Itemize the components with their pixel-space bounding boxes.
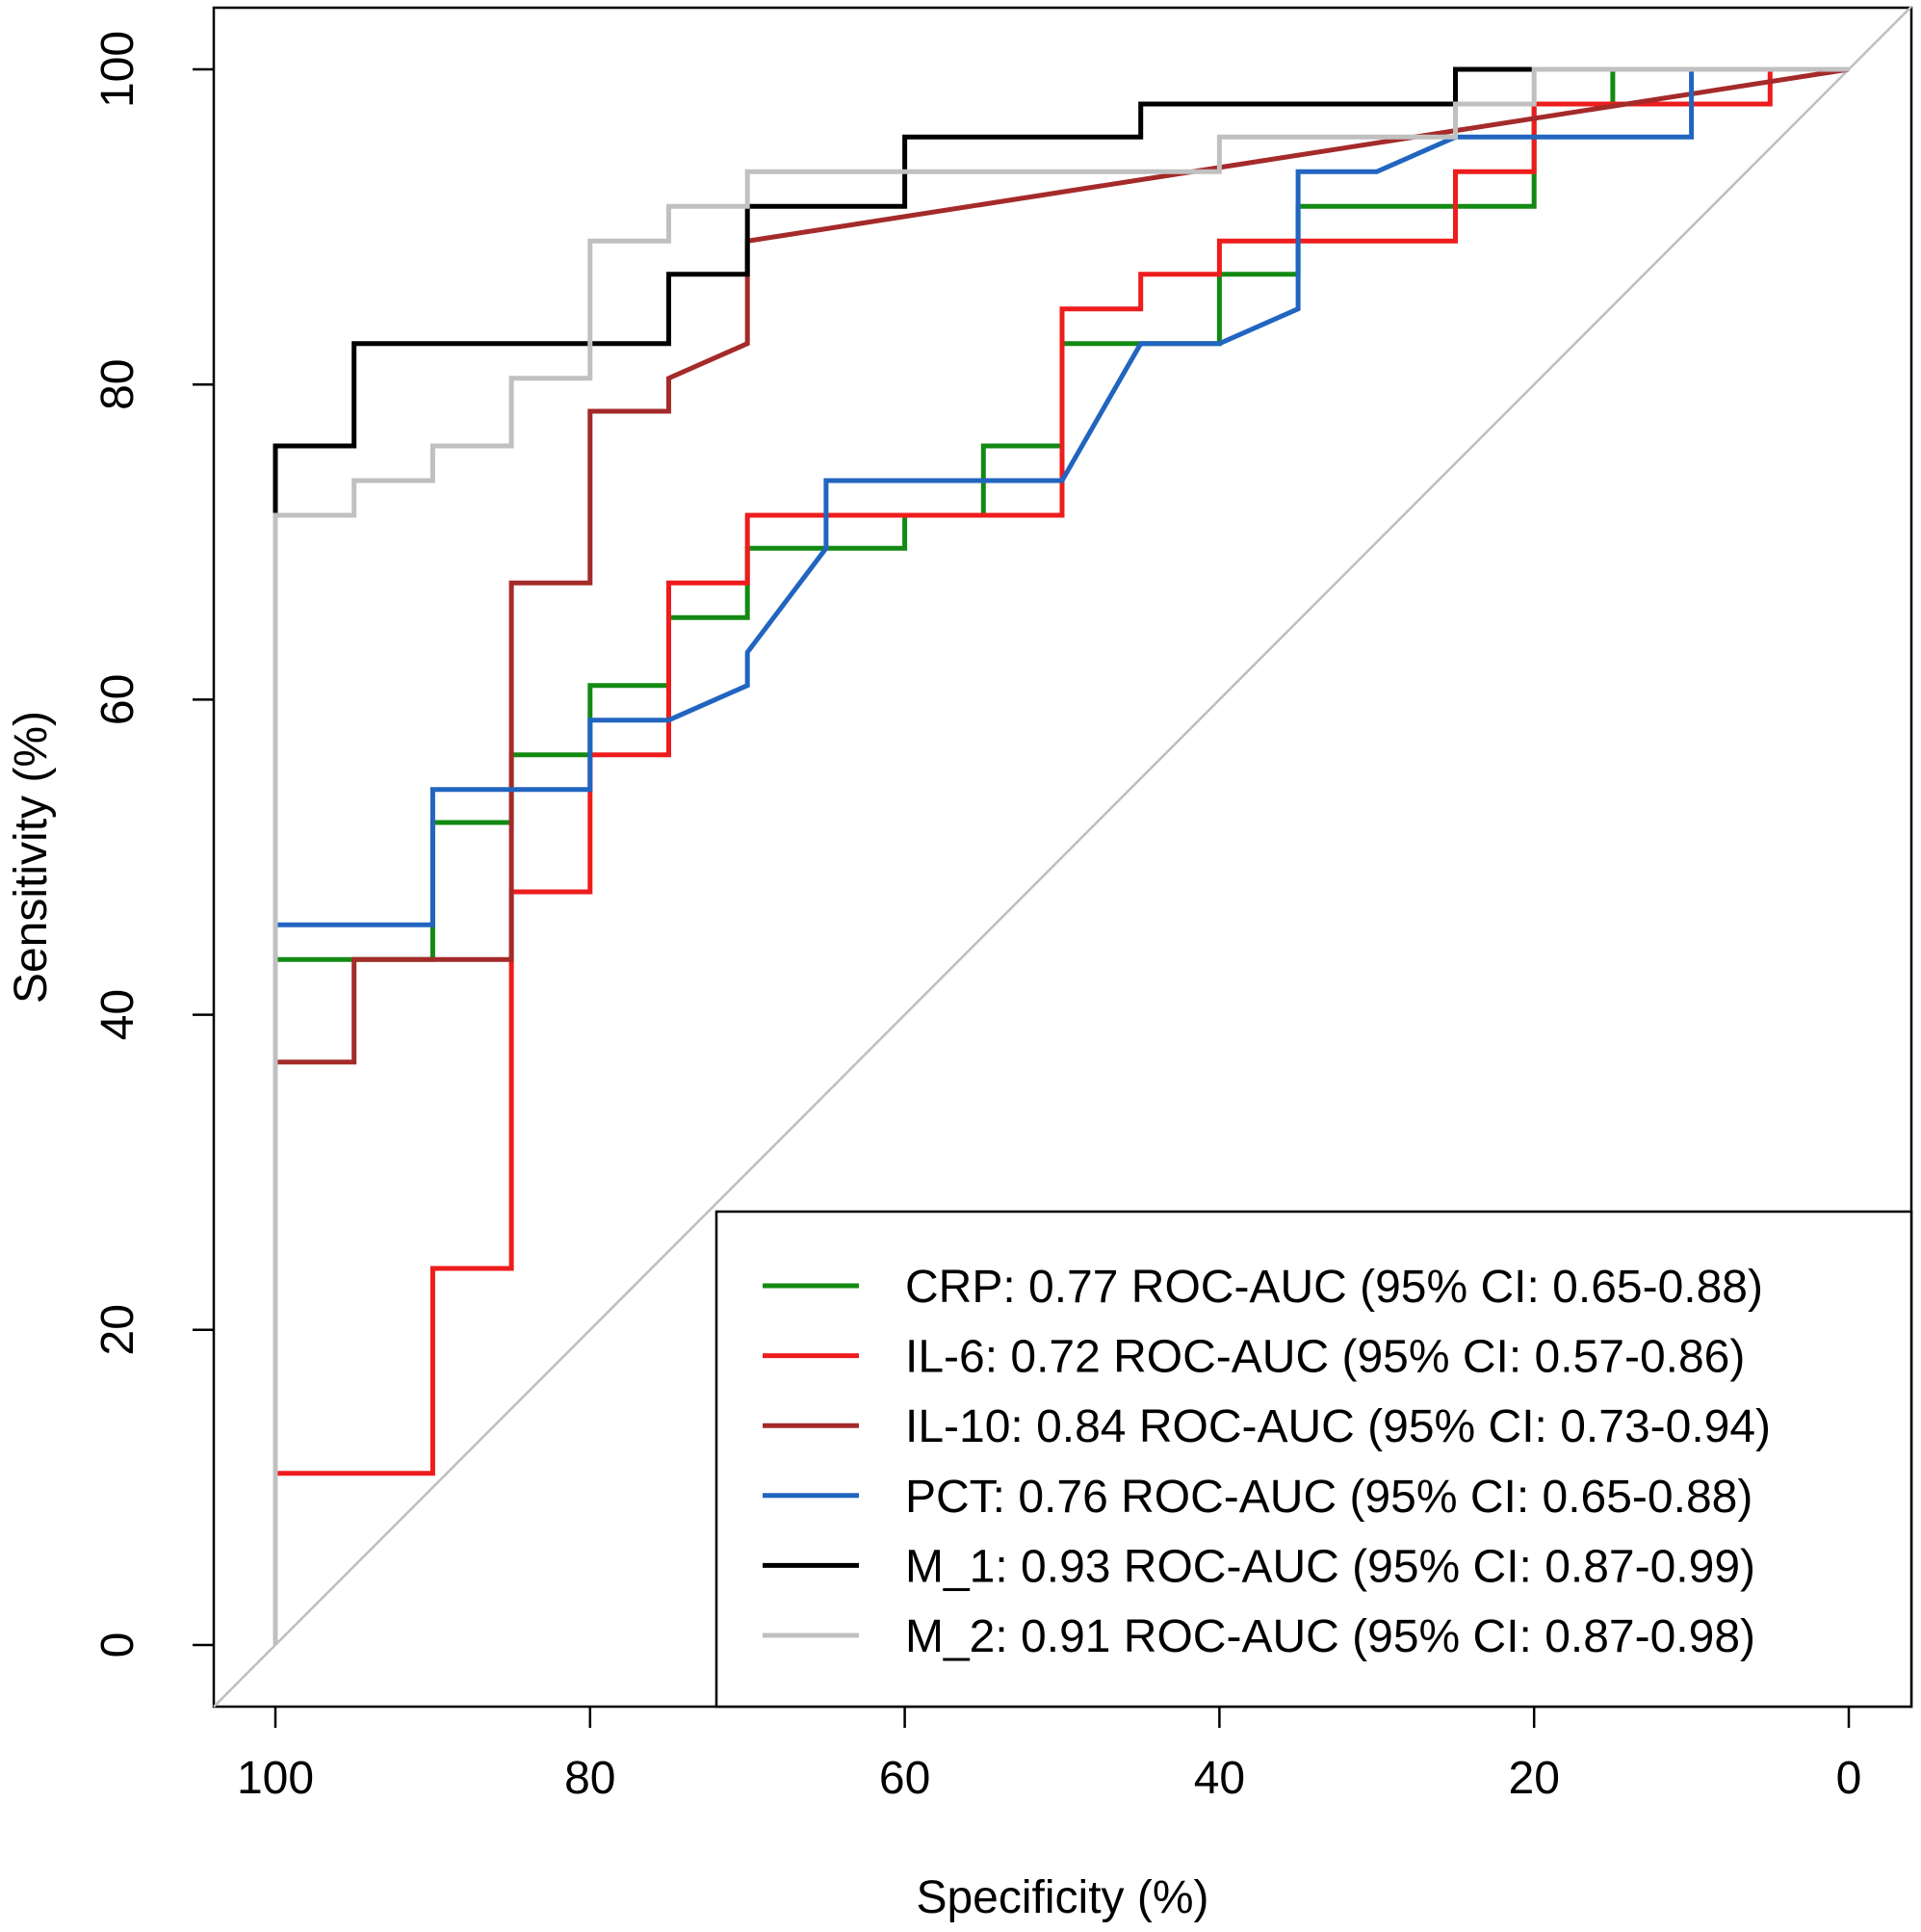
series-line-pct: [275, 66, 1849, 927]
x-tick-label: 80: [564, 1753, 615, 1804]
x-tick-label: 100: [237, 1753, 314, 1804]
y-tick-label: 100: [92, 31, 143, 108]
legend-entry: PCT: 0.76 ROC-AUC (95% CI: 0.65-0.88): [763, 1472, 1752, 1523]
legend-label: CRP: 0.77 ROC-AUC (95% CI: 0.65-0.88): [905, 1262, 1763, 1313]
x-tick-label: 20: [1509, 1753, 1560, 1804]
y-tick-label: 80: [92, 359, 143, 410]
x-tick-label: 0: [1836, 1753, 1862, 1804]
x-axis: 100 80 60 40 20 0: [237, 1707, 1861, 1804]
series-line-m-2: [273, 66, 1849, 1645]
y-tick-label: 20: [92, 1304, 143, 1355]
legend-label: PCT: 0.76 ROC-AUC (95% CI: 0.65-0.88): [905, 1472, 1752, 1523]
legend-box: [714, 1210, 1913, 1709]
series-line-il-10: [275, 66, 1850, 1065]
y-tick-label: 60: [92, 674, 143, 725]
x-axis-title: Specificity (%): [916, 1872, 1208, 1923]
legend-entry: M_1: 0.93 ROC-AUC (95% CI: 0.87-0.99): [763, 1541, 1755, 1592]
y-tick-label: 40: [92, 989, 143, 1040]
x-tick-label: 60: [879, 1753, 930, 1804]
legend: CRP: 0.77 ROC-AUC (95% CI: 0.65-0.88) IL-…: [714, 1210, 1913, 1709]
legend-entry: CRP: 0.77 ROC-AUC (95% CI: 0.65-0.88): [763, 1262, 1763, 1313]
legend-label: M_2: 0.91 ROC-AUC (95% CI: 0.87-0.98): [905, 1611, 1755, 1662]
legend-entry: IL-10: 0.84 ROC-AUC (95% CI: 0.73-0.94): [763, 1401, 1771, 1452]
series-layer: [273, 66, 1850, 1645]
legend-label: M_1: 0.93 ROC-AUC (95% CI: 0.87-0.99): [905, 1541, 1755, 1592]
legend-entry: M_2: 0.91 ROC-AUC (95% CI: 0.87-0.98): [763, 1611, 1755, 1662]
legend-entry: IL-6: 0.72 ROC-AUC (95% CI: 0.57-0.86): [763, 1332, 1745, 1383]
reference-layer: [213, 6, 1912, 1708]
chance-diagonal-line: [213, 6, 1912, 1708]
y-tick-label: 0: [92, 1632, 143, 1658]
x-tick-label: 40: [1194, 1753, 1245, 1804]
y-axis: 0 20 40 60 80 100: [92, 31, 214, 1658]
legend-label: IL-6: 0.72 ROC-AUC (95% CI: 0.57-0.86): [905, 1332, 1745, 1383]
y-axis-title: Sensitivity (%): [6, 711, 57, 1004]
legend-label: IL-10: 0.84 ROC-AUC (95% CI: 0.73-0.94): [905, 1401, 1771, 1452]
